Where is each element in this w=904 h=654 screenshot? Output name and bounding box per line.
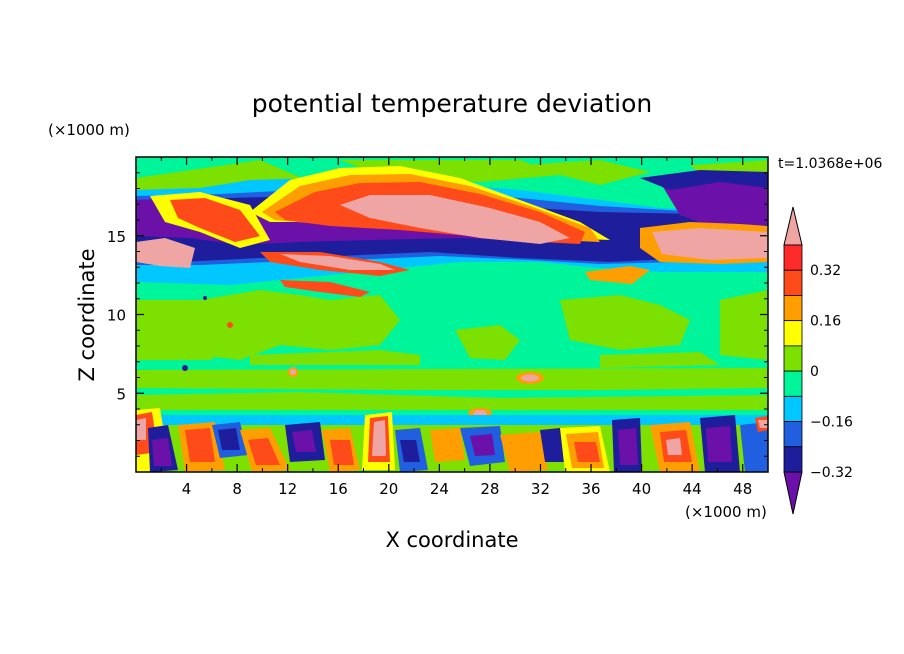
colorbar-tick-label: 0.16 — [810, 314, 841, 330]
y-tick-label: 10 — [107, 307, 126, 325]
x-tick-label: 4 — [182, 480, 192, 498]
y-axis-label: Z coordinate — [75, 248, 99, 381]
right-warm-core — [652, 228, 768, 260]
x-tick-label: 12 — [278, 480, 297, 498]
filament-2 — [280, 280, 370, 297]
colorbar: 0.32 0.16 0 −0.16 −0.32 — [783, 206, 853, 515]
upper-navy-right — [640, 170, 768, 190]
y-axis-unit: (×1000 m) — [48, 121, 130, 139]
x-tick-label: 20 — [379, 480, 398, 498]
colorbar-tick-label: −0.16 — [810, 415, 853, 431]
filament-3 — [585, 266, 650, 284]
colorbar-extend-max — [783, 206, 803, 246]
left-warm-core — [136, 238, 195, 268]
upper-purple-right — [660, 178, 768, 230]
chart-title: potential temperature deviation — [252, 89, 652, 118]
x-tick-label: 8 — [232, 480, 242, 498]
filament-1-core — [280, 254, 395, 270]
left-warm-red — [170, 198, 260, 242]
upper-warm-core — [340, 195, 570, 244]
x-axis: 4 8 12 16 20 24 28 32 36 40 44 48 — [160, 157, 752, 498]
x-tick-label: 16 — [329, 480, 348, 498]
colorbar-extend-min — [783, 471, 803, 515]
x-tick-label: 24 — [430, 480, 449, 498]
x-axis-unit: (×1000 m) — [685, 503, 767, 521]
x-axis-label: X coordinate — [385, 528, 518, 552]
x-tick-label: 36 — [581, 480, 600, 498]
x-tick-label: 40 — [632, 480, 651, 498]
colorbar-tick-label: 0 — [810, 364, 819, 380]
colorbar-tick-label: −0.32 — [810, 465, 853, 481]
colorbar-tick-label: 0.32 — [810, 263, 841, 279]
boundary-cells — [136, 408, 768, 472]
colorbar-box — [783, 446, 803, 473]
colorbar-box — [783, 370, 803, 397]
colorbar-box — [783, 295, 803, 322]
y-tick-label: 5 — [116, 385, 126, 403]
colorbar-box — [783, 244, 803, 271]
colorbar-box — [783, 320, 803, 347]
colorbar-box — [783, 395, 803, 422]
colorbar-box — [783, 269, 803, 296]
contour-field — [136, 157, 768, 472]
x-tick-label: 48 — [733, 480, 752, 498]
x-tick-label: 44 — [683, 480, 702, 498]
colorbar-box — [783, 421, 803, 448]
y-axis: 5 10 15 — [107, 172, 768, 457]
x-tick-label: 32 — [531, 480, 550, 498]
colorbar-box — [783, 345, 803, 372]
time-label: t=1.0368e+06 — [778, 156, 882, 172]
x-tick-label: 28 — [480, 480, 499, 498]
y-tick-label: 15 — [107, 228, 126, 246]
